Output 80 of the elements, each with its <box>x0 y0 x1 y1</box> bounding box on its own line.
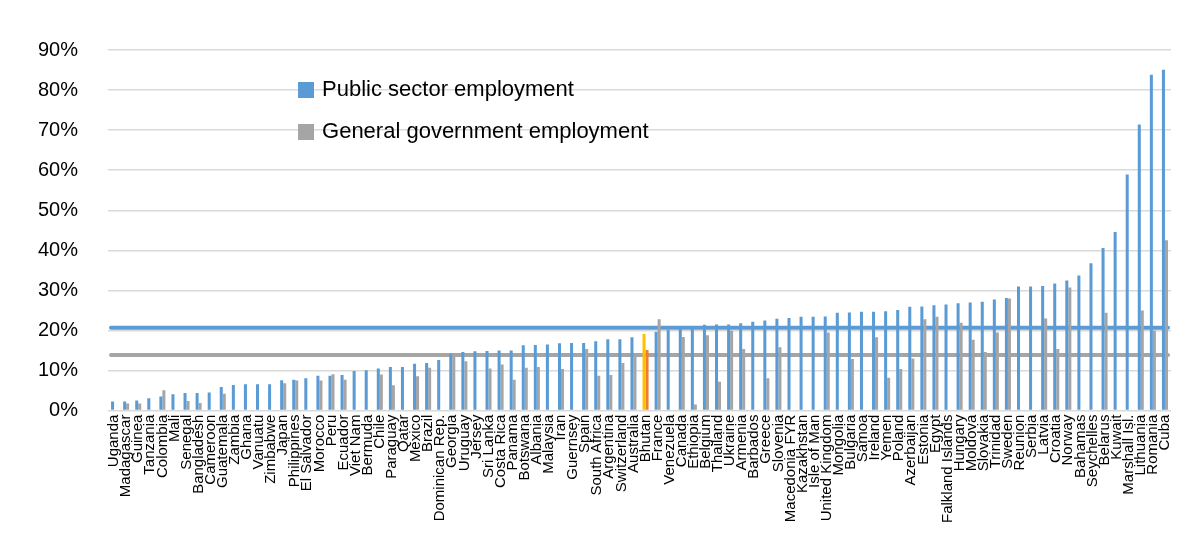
bar <box>416 376 420 410</box>
bar <box>243 384 247 410</box>
bar <box>222 393 226 410</box>
bar <box>594 341 598 410</box>
bar <box>111 401 115 410</box>
bar <box>219 386 223 410</box>
y-tick-label: 40% <box>38 237 79 260</box>
bar <box>521 345 525 410</box>
bar <box>621 362 625 410</box>
legend-label: Public sector employment <box>322 76 574 102</box>
bar <box>606 339 610 410</box>
bar <box>533 344 537 410</box>
bar <box>207 392 211 410</box>
bar <box>400 366 404 410</box>
bar <box>557 343 561 410</box>
y-tick-label: 20% <box>38 317 79 340</box>
bar <box>256 384 260 410</box>
bar <box>413 363 417 410</box>
bar <box>183 392 187 410</box>
bar <box>379 374 383 410</box>
bar <box>340 374 344 410</box>
bar <box>582 342 586 410</box>
bar <box>497 350 501 410</box>
bar <box>500 364 504 410</box>
bar <box>630 337 634 410</box>
y-tick-label: 30% <box>38 277 79 300</box>
legend-label: General government employment <box>322 118 649 144</box>
bar <box>718 381 722 410</box>
bar <box>850 358 854 410</box>
bar <box>425 362 429 410</box>
bar <box>911 358 915 410</box>
bar <box>437 360 441 410</box>
bar <box>171 394 175 410</box>
bar <box>766 378 770 410</box>
bar <box>316 375 320 410</box>
bar <box>391 385 395 410</box>
bar <box>186 400 190 410</box>
y-tick-label: 60% <box>38 157 79 180</box>
bar <box>642 334 646 410</box>
bar <box>343 379 347 410</box>
y-tick-label: 90% <box>38 37 79 60</box>
bar <box>464 361 468 410</box>
bar <box>512 379 516 410</box>
bar <box>536 366 540 410</box>
bar <box>195 392 199 410</box>
bar <box>899 368 903 410</box>
bar <box>352 370 356 410</box>
y-tick-label: 50% <box>38 197 79 220</box>
bar <box>597 375 601 410</box>
bar <box>618 339 622 410</box>
bar <box>268 384 272 410</box>
bar <box>304 378 308 410</box>
bar <box>159 396 163 410</box>
bar <box>545 344 549 410</box>
bar <box>364 370 368 410</box>
bar <box>231 384 235 410</box>
bar <box>524 367 528 410</box>
bar <box>645 350 649 410</box>
y-tick-label: 80% <box>38 77 79 100</box>
bar <box>473 351 477 410</box>
bar <box>693 404 697 410</box>
bar <box>388 366 392 410</box>
bar <box>461 352 465 410</box>
y-tick-label: 10% <box>38 358 79 381</box>
bar <box>162 390 166 410</box>
bar <box>570 342 574 410</box>
bar <box>609 374 613 410</box>
bar <box>147 398 151 410</box>
bar <box>428 367 432 410</box>
bar <box>509 350 513 410</box>
bar <box>561 368 565 410</box>
bar <box>319 380 323 410</box>
bar <box>887 377 891 410</box>
bar <box>485 350 489 410</box>
y-tick-label: 0% <box>49 398 79 421</box>
bar <box>198 403 202 410</box>
y-tick-label: 70% <box>38 117 79 140</box>
bar <box>488 368 492 410</box>
bar <box>376 368 380 410</box>
bar <box>654 331 658 410</box>
